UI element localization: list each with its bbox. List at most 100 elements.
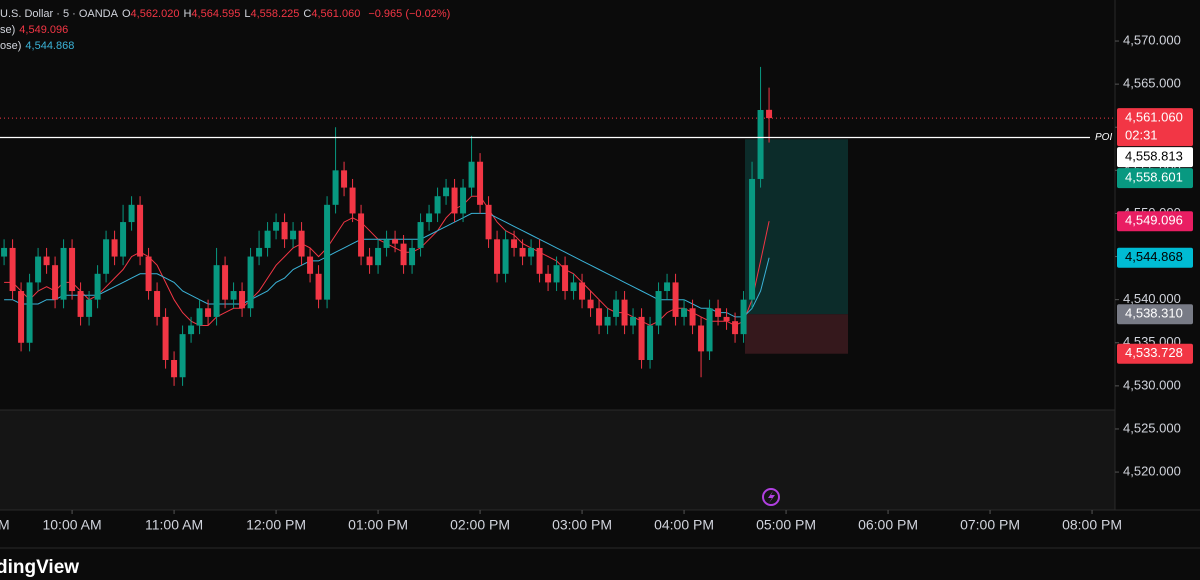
ohlc-key: O — [121, 8, 131, 20]
candle-body — [230, 291, 237, 300]
price-badge-label: 4,549.096 — [1125, 213, 1183, 228]
x-tick-label: 07:00 PM — [960, 517, 1020, 533]
price-badge-label: 4,561.060 — [1125, 110, 1183, 125]
price-badge-label: 4,538.310 — [1125, 306, 1183, 321]
ohlc-key: H — [183, 8, 192, 20]
candle-body — [451, 187, 458, 214]
candle-body — [196, 308, 203, 326]
ohlc-value: 4,562.020 — [130, 8, 180, 20]
price-badge: 4,533.728 — [1117, 343, 1193, 364]
price-badge-label: 4,558.813 — [1125, 149, 1183, 164]
ohlc: O4,562.020 H4,564.595 L4,558.225 C4,561.060 — [122, 8, 364, 20]
price-badge-bg — [1117, 147, 1193, 168]
change: −0.965 (−0.02%) — [368, 8, 451, 20]
candle-body — [519, 247, 526, 257]
candle-body — [154, 291, 161, 317]
price-badge: 4,558.601 — [1117, 168, 1193, 189]
candle-body — [596, 308, 603, 326]
candle-body — [715, 308, 722, 317]
candle-body — [324, 204, 331, 300]
candle-body — [290, 230, 297, 240]
price-badge: 4,538.310 — [1117, 304, 1193, 325]
candle-body — [375, 247, 382, 266]
candle-body — [188, 325, 195, 335]
candle-body — [545, 273, 552, 283]
candle-body — [239, 291, 246, 309]
candle-body — [511, 239, 518, 248]
x-tick-label: 08:00 PM — [1062, 517, 1122, 533]
candle-body — [281, 222, 288, 240]
candle-body — [417, 222, 424, 248]
ohlc-value: 4,561.060 — [311, 8, 361, 20]
candle-body — [681, 308, 688, 317]
candle-body — [43, 256, 50, 266]
candle-body — [86, 299, 93, 317]
candle-body — [145, 256, 152, 292]
candle-body — [502, 239, 509, 274]
price-badge-bg — [1117, 168, 1193, 189]
candle-body — [9, 247, 16, 292]
price-badge: 4,561.060 02:31 — [1117, 108, 1193, 147]
candle-body — [426, 213, 433, 223]
plot: POI — [0, 66, 1115, 386]
candle-body — [35, 256, 42, 283]
indicator-name: ose) — [0, 40, 22, 52]
poi-label: POI — [1095, 132, 1112, 143]
candle-body — [757, 110, 764, 179]
x-tick-label: 06:00 PM — [858, 517, 918, 533]
x-tick-label: 05:00 PM — [756, 517, 816, 533]
candle-body — [103, 239, 110, 274]
candle-body — [604, 316, 611, 326]
candle-body — [264, 230, 271, 248]
candle-body — [349, 187, 356, 214]
candle-body — [647, 325, 654, 360]
candle-body — [494, 239, 501, 274]
main-pane — [0, 0, 1115, 410]
candle-body — [358, 213, 365, 257]
candle-body — [298, 230, 305, 257]
candle-body — [120, 222, 127, 257]
candle-body — [528, 247, 535, 257]
lower-pane — [0, 410, 1115, 510]
x-tick-label: 11:00 AM — [145, 517, 203, 533]
candle-body — [706, 308, 713, 352]
indicator-line: ose) 4,544.868 — [0, 40, 78, 52]
price-badge-label: 4,558.601 — [1125, 170, 1183, 185]
alert-icon[interactable] — [762, 488, 780, 506]
candle-body — [273, 222, 280, 231]
candle-body — [621, 299, 628, 326]
price-badge-bg — [1117, 108, 1193, 147]
candle-body — [205, 308, 212, 317]
price-badge-bg — [1117, 343, 1193, 364]
candle-body — [468, 161, 475, 188]
candle-body — [137, 204, 144, 257]
candle-body — [247, 256, 254, 309]
ohlc-value: 4,558.225 — [250, 8, 300, 20]
y-tick-label: 4,520.000 — [1123, 464, 1181, 479]
candle-body — [1, 247, 8, 257]
ohlc-key: L — [244, 8, 251, 20]
candle-body — [579, 282, 586, 300]
x-tick-label: 02:00 PM — [450, 517, 510, 533]
price-badge-countdown: 02:31 — [1125, 128, 1158, 143]
candle-body — [366, 256, 373, 266]
x-tick-label: 03:00 PM — [552, 517, 612, 533]
candle-body — [723, 316, 730, 322]
candle-body — [477, 161, 484, 205]
candle-body — [672, 282, 679, 317]
y-tick-label: 4,525.000 — [1123, 420, 1181, 435]
y-tick-label: 4,565.000 — [1123, 76, 1181, 91]
candle-body — [18, 291, 25, 343]
candle-body — [111, 239, 118, 257]
candle-body — [213, 265, 220, 317]
candle-body — [315, 273, 322, 300]
candle-body — [434, 196, 441, 214]
price-axis — [1115, 0, 1200, 580]
x-tick-label: 01:00 PM — [348, 517, 408, 533]
candle-body — [409, 247, 416, 266]
footer-brand: dingView — [0, 557, 79, 578]
candle-body — [630, 316, 637, 326]
candle-body — [740, 299, 747, 335]
